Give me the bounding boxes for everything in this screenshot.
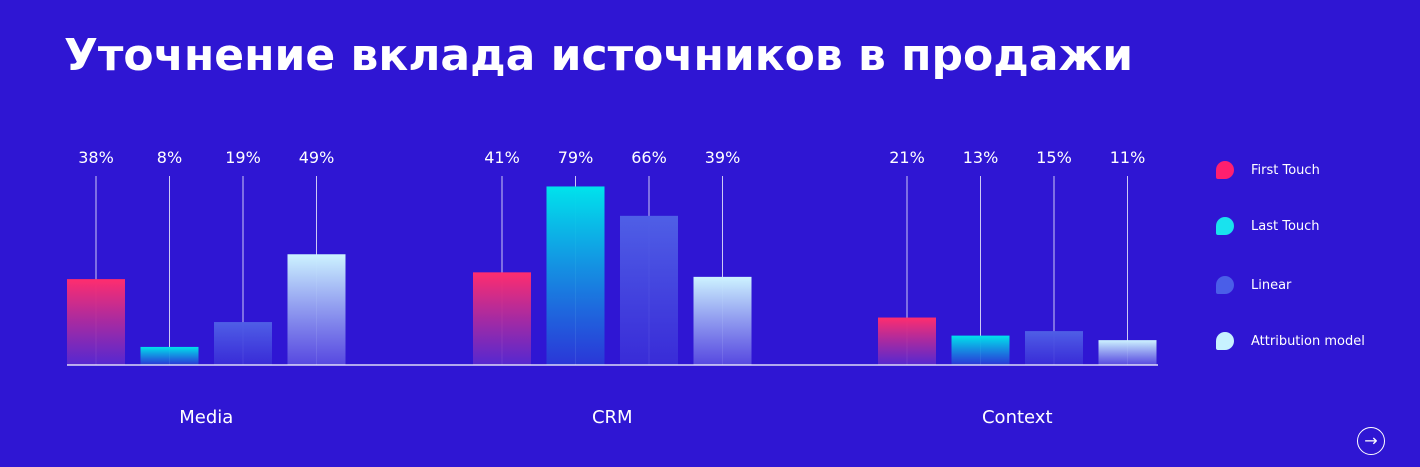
bar-value-label: 49% — [299, 148, 335, 167]
page-title: Уточнение вклада источников в продажи — [64, 30, 1134, 81]
bar-value-label: 19% — [225, 148, 261, 167]
legend-label: First Touch — [1251, 162, 1320, 178]
legend-item-last-touch: Last Touch — [1216, 217, 1320, 235]
bar-value-label: 8% — [157, 148, 182, 167]
bar-value-label: 11% — [1110, 148, 1146, 167]
legend-label: Attribution model — [1251, 333, 1365, 349]
bar-value-label: 39% — [705, 148, 741, 167]
bar-linear-context — [1025, 331, 1083, 365]
bar-value-label: 21% — [889, 148, 925, 167]
legend-item-first-touch: First Touch — [1216, 161, 1320, 179]
category-label: Media — [179, 407, 233, 428]
legend-label: Linear — [1251, 277, 1292, 293]
category-label: CRM — [592, 407, 633, 428]
attribution-model-marker-icon — [1216, 332, 1234, 350]
legend-item-attribution-model: Attribution model — [1216, 332, 1365, 350]
bar-value-label: 13% — [963, 148, 999, 167]
linear-marker-icon — [1216, 276, 1234, 294]
bar-last-touch-media — [140, 346, 199, 365]
bar-linear-media — [214, 322, 272, 365]
bar-last-touch-context — [951, 335, 1010, 365]
bar-linear-crm — [620, 215, 678, 365]
bar-chart: 38% 8% 19% 49% Media 41% 79% 66% 39% CRM 21% 13% 15%… — [67, 148, 1158, 428]
bar-value-label: 66% — [631, 148, 667, 167]
bar-value-label: 15% — [1036, 148, 1072, 167]
bar-first-touch-media — [67, 279, 125, 365]
bar-attribution-model-crm — [693, 276, 752, 365]
legend-item-linear: Linear — [1216, 276, 1291, 294]
bar-value-label: 41% — [484, 148, 520, 167]
next-arrow-button[interactable]: → — [1357, 427, 1385, 455]
bar-last-touch-crm — [546, 186, 605, 365]
arrow-right-icon: → — [1364, 431, 1378, 450]
bar-first-touch-context — [878, 317, 936, 365]
legend-label: Last Touch — [1251, 218, 1320, 234]
bar-attribution-model-media — [287, 254, 346, 365]
bar-value-label: 38% — [78, 148, 114, 167]
last-touch-marker-icon — [1216, 217, 1234, 235]
bar-value-label: 79% — [558, 148, 594, 167]
bar-first-touch-crm — [473, 272, 531, 365]
category-label: Context — [982, 407, 1053, 428]
bar-attribution-model-context — [1098, 340, 1157, 365]
first-touch-marker-icon — [1216, 161, 1234, 179]
